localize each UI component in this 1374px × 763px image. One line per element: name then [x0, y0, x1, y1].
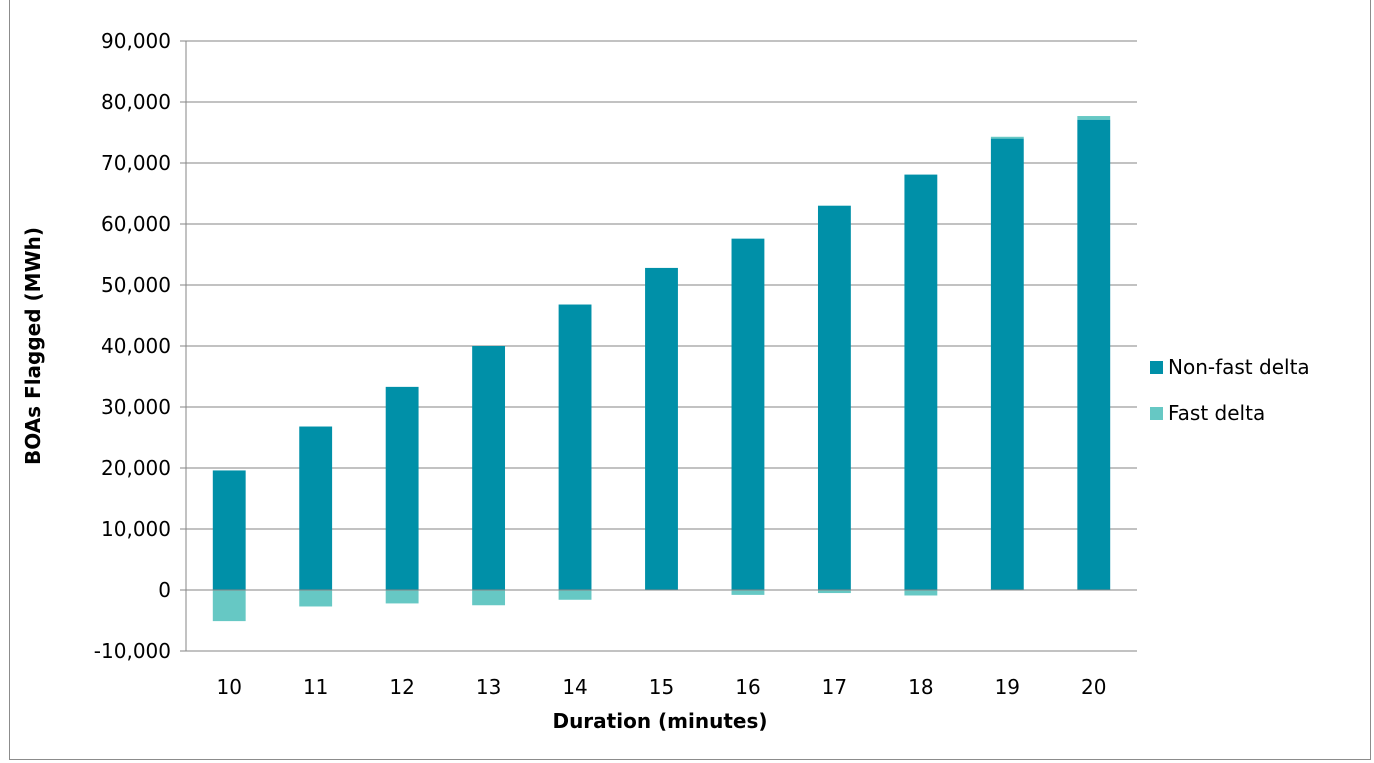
x-tick-label: 10 — [217, 675, 242, 699]
y-tick-label: 0 — [158, 578, 171, 602]
chart-frame — [9, 0, 1371, 760]
legend-label: Non-fast delta — [1168, 355, 1310, 379]
bar-non-fast-delta-19 — [990, 138, 1024, 590]
x-tick-label: 14 — [562, 675, 587, 699]
x-tick-label: 19 — [995, 675, 1020, 699]
x-tick-label: 20 — [1081, 675, 1106, 699]
x-tick-label: 18 — [908, 675, 933, 699]
legend-swatch — [1150, 407, 1163, 420]
y-tick-label: 90,000 — [101, 29, 171, 53]
bar-fast-delta-17 — [817, 590, 851, 594]
x-tick-label: 11 — [303, 675, 328, 699]
bar-non-fast-delta-14 — [558, 304, 592, 590]
bar-non-fast-delta-10 — [212, 470, 246, 590]
y-axis-title: BOAs Flagged (MWh) — [21, 227, 45, 465]
x-tick-label: 16 — [735, 675, 760, 699]
x-tick-label: 12 — [389, 675, 414, 699]
legend: Non-fast delta Fast delta — [1150, 355, 1310, 425]
bar-non-fast-delta-18 — [904, 174, 938, 590]
bar-fast-delta-11 — [299, 590, 333, 607]
bar-fast-delta-13 — [472, 590, 506, 606]
y-tick-labels: -10,000 0 10,000 20,000 30,000 40,000 50,000 60… — [94, 29, 171, 663]
y-tick-label: 80,000 — [101, 90, 171, 114]
legend-swatch — [1150, 361, 1163, 374]
bar-fast-delta-20 — [1077, 116, 1111, 120]
y-tick-label: 50,000 — [101, 273, 171, 297]
x-tick-label: 13 — [476, 675, 501, 699]
bar-fast-delta-18 — [904, 590, 938, 596]
y-tick-label: 20,000 — [101, 456, 171, 480]
bar-fast-delta-14 — [558, 590, 592, 600]
y-tick-label: 70,000 — [101, 151, 171, 175]
y-tick-label: 10,000 — [101, 517, 171, 541]
x-tick-label: 17 — [822, 675, 847, 699]
bar-non-fast-delta-11 — [299, 426, 333, 590]
bar-non-fast-delta-16 — [731, 238, 765, 590]
x-tick-label: 15 — [649, 675, 674, 699]
bar-non-fast-delta-17 — [817, 205, 851, 590]
x-tick-labels: 10 11 12 13 14 15 16 17 18 19 20 — [217, 675, 1107, 699]
y-tick-label: 30,000 — [101, 395, 171, 419]
bar-fast-delta-12 — [385, 590, 419, 604]
bar-fast-delta-19 — [990, 136, 1024, 139]
legend-label: Fast delta — [1168, 401, 1265, 425]
bars — [212, 116, 1111, 622]
x-axis-title: Duration (minutes) — [552, 709, 767, 733]
bar-fast-delta-10 — [212, 590, 246, 622]
bar-non-fast-delta-20 — [1077, 119, 1111, 590]
bar-fast-delta-16 — [731, 590, 765, 595]
y-tick-label: 40,000 — [101, 334, 171, 358]
bar-non-fast-delta-12 — [385, 386, 419, 590]
bar-non-fast-delta-13 — [472, 346, 506, 590]
y-tick-label: -10,000 — [94, 639, 171, 663]
y-tick-label: 60,000 — [101, 212, 171, 236]
bar-non-fast-delta-15 — [645, 267, 678, 590]
